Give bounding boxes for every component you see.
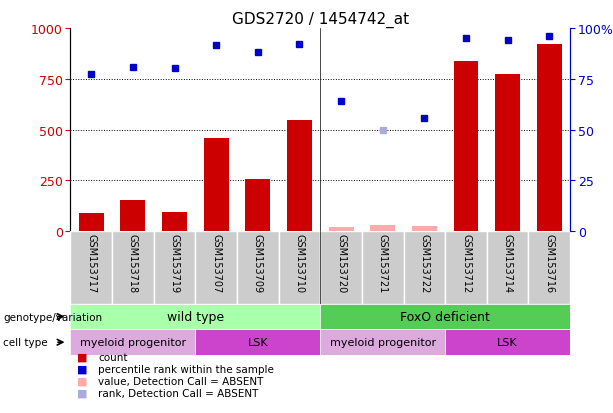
Text: GSM153718: GSM153718 xyxy=(128,234,138,293)
Bar xyxy=(370,225,395,232)
Bar xyxy=(154,232,196,304)
Text: FoxO deficient: FoxO deficient xyxy=(400,310,490,323)
Text: myeloid progenitor: myeloid progenitor xyxy=(330,337,436,347)
Bar xyxy=(70,330,196,355)
Text: myeloid progenitor: myeloid progenitor xyxy=(80,337,186,347)
Text: wild type: wild type xyxy=(167,310,224,323)
Bar xyxy=(329,227,354,232)
Bar xyxy=(528,232,570,304)
Bar xyxy=(287,121,312,232)
Text: ■: ■ xyxy=(77,376,87,386)
Bar xyxy=(70,232,112,304)
Text: count: count xyxy=(98,352,128,362)
Bar xyxy=(487,232,528,304)
Text: ■: ■ xyxy=(77,388,87,398)
Text: value, Detection Call = ABSENT: value, Detection Call = ABSENT xyxy=(98,376,264,386)
Text: GSM153717: GSM153717 xyxy=(86,234,96,293)
Text: GSM153722: GSM153722 xyxy=(419,234,429,293)
Text: GSM153709: GSM153709 xyxy=(253,234,263,293)
Bar xyxy=(79,214,104,232)
Text: GSM153710: GSM153710 xyxy=(294,234,305,293)
Bar xyxy=(403,232,445,304)
Text: GSM153714: GSM153714 xyxy=(503,234,512,293)
Bar xyxy=(537,45,562,232)
Text: genotype/variation: genotype/variation xyxy=(3,312,102,322)
Bar xyxy=(204,138,229,232)
Bar xyxy=(245,180,270,232)
Bar xyxy=(279,232,321,304)
Bar xyxy=(454,62,479,232)
Text: GSM153719: GSM153719 xyxy=(170,234,180,293)
Bar xyxy=(196,232,237,304)
Bar xyxy=(445,232,487,304)
Text: GSM153721: GSM153721 xyxy=(378,234,388,293)
Bar xyxy=(120,200,145,232)
Text: GSM153720: GSM153720 xyxy=(336,234,346,293)
Text: rank, Detection Call = ABSENT: rank, Detection Call = ABSENT xyxy=(98,388,259,398)
Text: LSK: LSK xyxy=(248,337,268,347)
Bar xyxy=(162,212,187,232)
Bar xyxy=(112,232,154,304)
Text: percentile rank within the sample: percentile rank within the sample xyxy=(98,364,274,374)
Bar xyxy=(495,74,520,232)
Text: cell type: cell type xyxy=(3,337,48,347)
Text: GSM153716: GSM153716 xyxy=(544,234,554,293)
Text: ■: ■ xyxy=(77,352,87,362)
Bar xyxy=(237,232,279,304)
Bar xyxy=(70,304,320,330)
Bar xyxy=(320,304,570,330)
Bar xyxy=(320,232,362,304)
Bar xyxy=(196,330,320,355)
Text: ■: ■ xyxy=(77,364,87,374)
Bar xyxy=(445,330,570,355)
Text: GSM153712: GSM153712 xyxy=(461,234,471,293)
Text: GSM153707: GSM153707 xyxy=(211,234,221,293)
Title: GDS2720 / 1454742_at: GDS2720 / 1454742_at xyxy=(232,12,409,28)
Bar xyxy=(412,226,437,232)
Bar xyxy=(362,232,403,304)
Text: LSK: LSK xyxy=(497,337,518,347)
Bar xyxy=(320,330,445,355)
